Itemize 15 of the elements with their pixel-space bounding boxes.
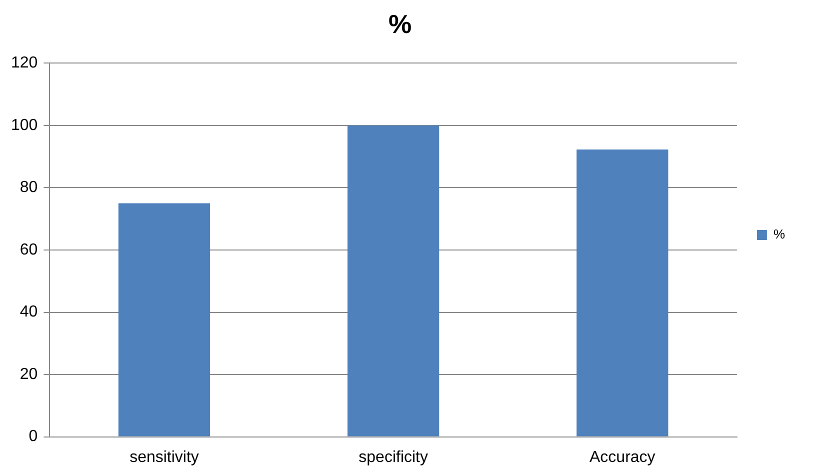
y-tick-label: 40 bbox=[20, 304, 38, 321]
y-tick-label: 60 bbox=[20, 241, 38, 258]
legend-label: % bbox=[773, 226, 786, 242]
x-tick-label: specificity bbox=[358, 448, 428, 466]
bar bbox=[576, 149, 668, 436]
chart-title: % bbox=[388, 8, 412, 39]
y-tick-label: 100 bbox=[10, 116, 38, 134]
x-tick-label: Accuracy bbox=[590, 448, 656, 466]
bar bbox=[348, 125, 440, 436]
y-tick-label: 120 bbox=[10, 54, 38, 72]
bar bbox=[118, 203, 210, 436]
y-tick-label: 0 bbox=[28, 428, 38, 446]
y-tick-label: 20 bbox=[20, 366, 38, 383]
y-tick-label: 80 bbox=[20, 179, 38, 196]
x-tick-label: sensitivity bbox=[130, 448, 199, 466]
